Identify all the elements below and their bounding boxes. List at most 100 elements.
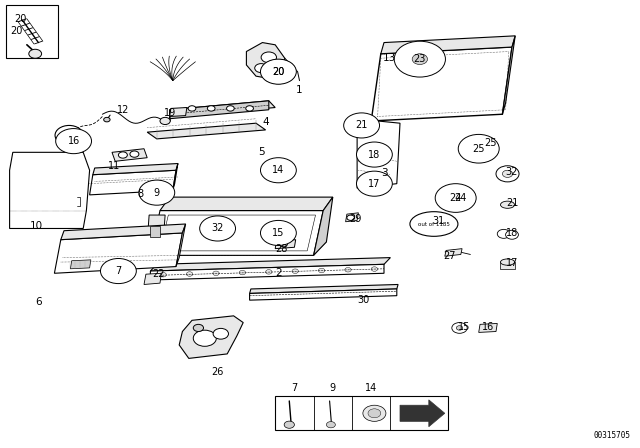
Polygon shape <box>314 197 333 255</box>
Text: 16: 16 <box>67 136 80 146</box>
Circle shape <box>160 272 166 277</box>
Polygon shape <box>170 108 187 116</box>
Circle shape <box>363 405 386 421</box>
Text: 30: 30 <box>357 295 370 305</box>
Text: out of 1185: out of 1185 <box>418 221 450 227</box>
Text: 31: 31 <box>432 216 445 226</box>
Polygon shape <box>502 36 515 114</box>
Text: 20: 20 <box>272 67 285 77</box>
Polygon shape <box>10 152 90 228</box>
Circle shape <box>347 215 355 220</box>
Circle shape <box>496 166 519 182</box>
Polygon shape <box>150 258 390 271</box>
Polygon shape <box>144 273 161 284</box>
Text: 28: 28 <box>275 244 288 254</box>
Text: 21: 21 <box>506 198 518 208</box>
Text: 15: 15 <box>458 322 471 332</box>
Circle shape <box>452 323 467 333</box>
Polygon shape <box>400 400 445 426</box>
Text: 5: 5 <box>258 147 264 157</box>
Text: 8: 8 <box>138 189 144 198</box>
Polygon shape <box>357 121 400 188</box>
Polygon shape <box>170 101 275 116</box>
Text: 32: 32 <box>506 167 518 177</box>
Text: 20: 20 <box>272 67 285 77</box>
Text: 20: 20 <box>14 14 26 24</box>
Text: 22: 22 <box>152 269 165 279</box>
Text: 26: 26 <box>211 367 224 377</box>
Circle shape <box>497 229 510 238</box>
Circle shape <box>284 421 294 428</box>
Polygon shape <box>479 323 497 332</box>
Text: 21: 21 <box>355 121 368 130</box>
Polygon shape <box>445 249 462 256</box>
Polygon shape <box>371 47 512 121</box>
Polygon shape <box>173 164 178 190</box>
Text: 19: 19 <box>163 108 176 118</box>
Polygon shape <box>381 36 515 54</box>
Circle shape <box>55 125 83 145</box>
Polygon shape <box>147 215 165 242</box>
Text: 11: 11 <box>108 161 120 171</box>
Circle shape <box>435 184 476 212</box>
Circle shape <box>186 272 193 276</box>
Circle shape <box>193 330 216 346</box>
Text: 1: 1 <box>296 86 303 95</box>
Polygon shape <box>150 264 384 280</box>
Text: 12: 12 <box>116 105 129 115</box>
Text: 23: 23 <box>413 54 426 64</box>
Circle shape <box>227 106 234 111</box>
Text: 14: 14 <box>365 383 378 393</box>
Bar <box>6 5 58 58</box>
Text: 13: 13 <box>383 53 396 63</box>
Circle shape <box>404 48 436 70</box>
Circle shape <box>61 130 77 141</box>
Polygon shape <box>61 141 77 144</box>
Circle shape <box>412 54 428 65</box>
Text: 25: 25 <box>472 144 485 154</box>
Polygon shape <box>93 164 178 175</box>
Circle shape <box>118 152 127 158</box>
Bar <box>275 396 448 430</box>
Ellipse shape <box>500 259 515 265</box>
Circle shape <box>280 241 287 247</box>
Text: 14: 14 <box>272 165 285 175</box>
Text: 2: 2 <box>275 268 282 278</box>
Text: 25: 25 <box>484 138 497 148</box>
Circle shape <box>100 258 136 284</box>
Text: 16: 16 <box>481 322 494 332</box>
Text: 4: 4 <box>262 117 269 127</box>
Circle shape <box>193 324 204 332</box>
Circle shape <box>368 409 381 418</box>
Circle shape <box>502 170 513 177</box>
Circle shape <box>212 271 219 276</box>
Text: 7: 7 <box>291 383 298 393</box>
Text: 24: 24 <box>449 193 462 203</box>
Polygon shape <box>70 260 91 269</box>
Text: 17: 17 <box>368 179 381 189</box>
Polygon shape <box>160 197 333 211</box>
Bar <box>150 226 160 237</box>
Text: 32: 32 <box>211 224 224 233</box>
Text: 17: 17 <box>506 258 518 268</box>
Polygon shape <box>179 316 243 358</box>
Circle shape <box>266 270 272 274</box>
Text: 9: 9 <box>330 383 336 393</box>
Polygon shape <box>147 123 266 139</box>
Text: 15: 15 <box>272 228 285 238</box>
Circle shape <box>444 190 467 206</box>
Polygon shape <box>150 211 323 255</box>
Circle shape <box>394 41 445 77</box>
Circle shape <box>246 106 253 111</box>
Circle shape <box>260 220 296 246</box>
Polygon shape <box>250 284 398 293</box>
Circle shape <box>213 328 228 339</box>
Text: 9: 9 <box>154 188 160 198</box>
Polygon shape <box>170 101 269 119</box>
Circle shape <box>188 106 196 111</box>
Circle shape <box>467 141 490 157</box>
Text: 18: 18 <box>506 228 518 238</box>
Circle shape <box>261 60 296 84</box>
Circle shape <box>104 117 110 122</box>
Text: 20: 20 <box>10 26 22 36</box>
